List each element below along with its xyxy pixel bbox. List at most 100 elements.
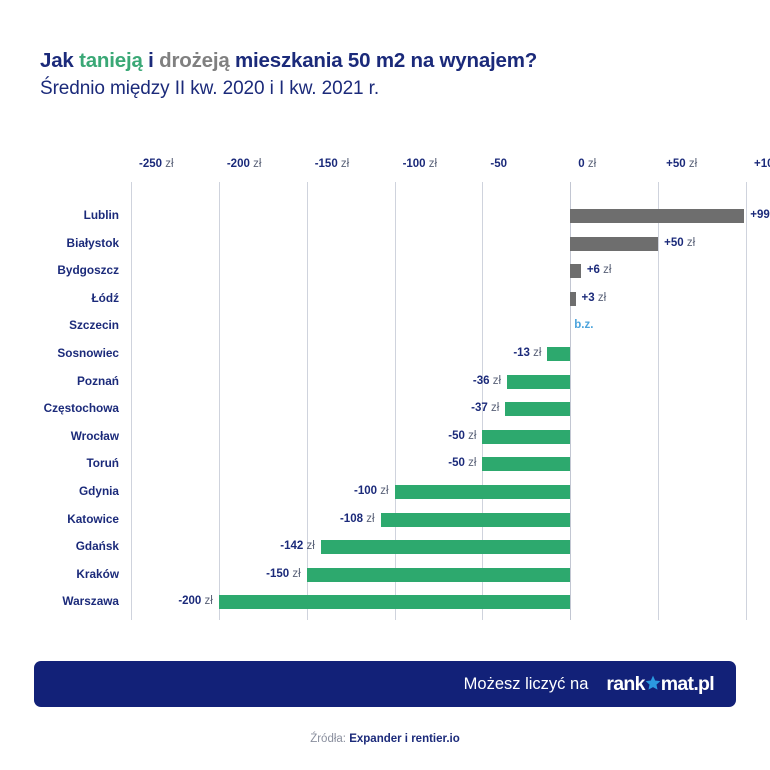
value-number: -50 [448, 429, 465, 442]
axis-tick--100: -100 zł [395, 158, 438, 170]
value-label-szczecin: b.z. [574, 312, 593, 340]
bar-warszawa [218, 595, 571, 610]
value-number: -108 [339, 512, 363, 525]
value-label-toruń: -50 zł [448, 450, 476, 478]
source-note: Źródła: Expander i rentier.io [0, 733, 770, 745]
bar-wrocław [482, 429, 571, 444]
axis-tick-unit: zł [249, 158, 262, 170]
axis-tick--50: -50 [482, 158, 507, 170]
value-number: +50 [664, 236, 684, 249]
axis-tick-value: +50 [666, 158, 686, 170]
value-unit: zł [303, 540, 315, 553]
value-unit: zł [377, 485, 389, 497]
value-label-częstochowa: -37 zł [471, 395, 499, 423]
value-label-lublin: +99 zł [750, 202, 770, 230]
value-number: +6 [586, 264, 600, 277]
value-label-sosnowiec: -13 zł [513, 340, 541, 368]
value-label-gdynia: -100 zł [354, 478, 389, 506]
rankomat-logo[interactable]: rank mat.pl [606, 673, 714, 696]
city-label-białystok: Białystok [66, 235, 119, 250]
chart-row: Bydgoszcz +6 zł [0, 257, 770, 285]
title-segment-3: drożeją [159, 49, 230, 72]
value-label-warszawa: -200 zł [178, 588, 213, 616]
banner-tagline: Możesz liczyć na [463, 674, 589, 693]
value-number: -36 [472, 374, 490, 387]
value-number: -13 [513, 347, 530, 359]
value-number: +99 [750, 209, 770, 221]
chart-row: Łódź +3 zł [0, 285, 770, 313]
city-label-kraków: Kraków [76, 566, 119, 581]
axis-tick-0: 0 zł [570, 158, 596, 170]
axis-tick-value: -100 [402, 158, 426, 170]
bar-chart: -250 zł -200 zł -150 zł -100 zł -50 0 zł +50 z… [0, 158, 770, 628]
gridline-+50 [658, 182, 660, 620]
chart-row: Katowice -108 zł [0, 506, 770, 534]
promo-banner: Możesz liczyć na rank mat.pl [34, 661, 736, 707]
city-label-poznań: Poznań [77, 373, 119, 388]
axis-tick-unit: zł [584, 158, 597, 170]
value-unit: zł [489, 374, 502, 387]
gridline--250 [131, 182, 132, 620]
gridline--200 [218, 182, 220, 620]
axis-tick--250: -250 zł [131, 158, 174, 170]
gridline--150 [306, 182, 308, 620]
city-label-łódź: Łódź [91, 290, 119, 305]
bar-białystok [570, 236, 659, 251]
city-label-bydgoszcz: Bydgoszcz [57, 263, 119, 278]
value-unit: zł [464, 457, 477, 470]
axis-tick-unit: zł [162, 158, 174, 170]
axis-tick-unit: zł [337, 158, 350, 170]
chart-row: Toruń -50 zł [0, 450, 770, 478]
value-number: -50 [448, 457, 465, 470]
chart-row: Warszawa -200 zł [0, 588, 770, 616]
title-segment-0: Jak [40, 49, 80, 72]
value-number: -142 [280, 540, 304, 553]
bar-gdynia [394, 485, 571, 499]
city-label-lublin: Lublin [83, 208, 119, 222]
value-label-gdańsk: -142 zł [280, 533, 315, 561]
axis-tick-+50: +50 zł [658, 158, 697, 170]
axis-tick-value: -200 [226, 158, 250, 170]
title-segment-2: i [142, 49, 160, 72]
logo-text-first: rank [606, 672, 645, 695]
value-label-bydgoszcz: +6 zł [587, 257, 612, 285]
chart-header: Jak tanieją i drożeją mieszkania 50 m2 n… [40, 48, 740, 100]
chart-row: Gdańsk -142 zł [0, 533, 770, 561]
title-segment-1: tanieją [79, 49, 143, 72]
page-title: Jak tanieją i drożeją mieszkania 50 m2 n… [40, 48, 740, 74]
value-label-białystok: +50 zł [664, 230, 695, 258]
value-number: -150 [266, 567, 290, 580]
city-label-katowice: Katowice [67, 511, 119, 526]
value-unit: zł [599, 264, 612, 277]
value-unit: zł [594, 291, 607, 304]
axis-tick-value: -250 [139, 158, 163, 170]
city-label-gdańsk: Gdańsk [75, 539, 119, 554]
value-unit: zł [289, 567, 301, 580]
bar-łódź [570, 291, 576, 306]
chart-row: Szczecin b.z. [0, 312, 770, 340]
bar-katowice [380, 512, 571, 527]
bar-częstochowa [505, 402, 571, 417]
axis-tick-unit: zł [425, 158, 438, 170]
axis-tick-value: -150 [314, 158, 338, 170]
value-label-wrocław: -50 zł [448, 423, 476, 451]
bar-lublin [570, 209, 745, 223]
chart-row: Lublin +99 zł [0, 202, 770, 230]
axis-tick-+100: +100 zł [746, 158, 770, 170]
value-number: -37 [471, 402, 488, 415]
value-label-łódź: +3 zł [582, 285, 607, 313]
city-label-częstochowa: Częstochowa [43, 401, 119, 416]
city-label-wrocław: Wrocław [70, 428, 119, 443]
chart-row: Gdynia -100 zł [0, 478, 770, 506]
axis-tick-unit: zł [685, 158, 698, 170]
city-label-toruń: Toruń [86, 456, 119, 471]
logo-text-last: mat.pl [660, 672, 715, 695]
axis-tick-value: +100 [754, 158, 770, 170]
axis-tick--150: -150 zł [307, 158, 350, 170]
axis-tick--200: -200 zł [219, 158, 262, 170]
city-label-gdynia: Gdynia [79, 484, 119, 498]
bar-toruń [482, 457, 571, 472]
gridline-0 [570, 182, 572, 620]
chart-row: Częstochowa -37 zł [0, 395, 770, 423]
gridline-+100 [746, 182, 747, 620]
